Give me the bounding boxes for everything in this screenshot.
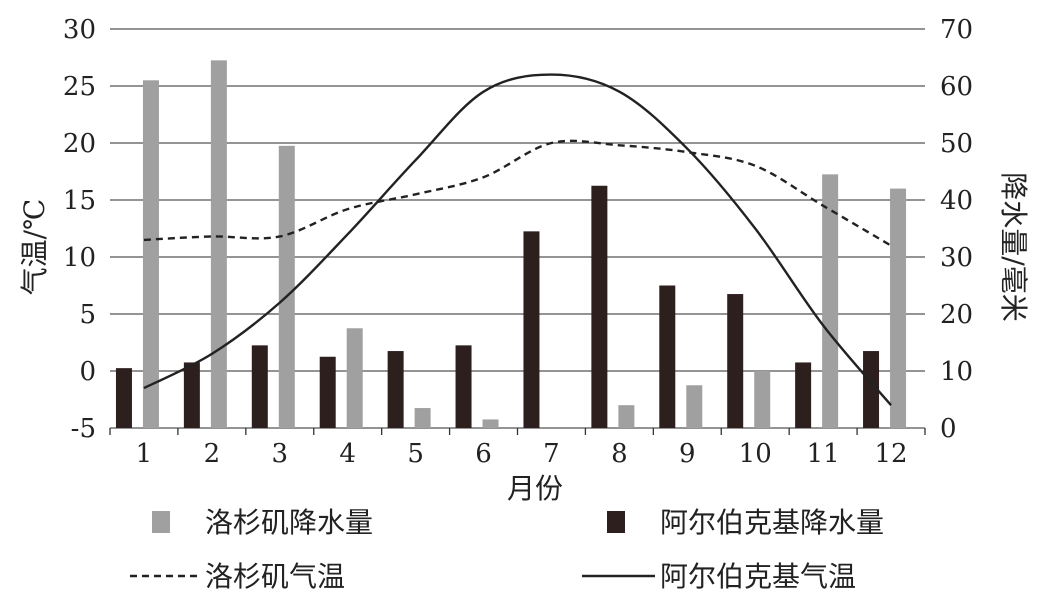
bar-la-precip [414,408,431,428]
x-tick-label: 7 [543,439,560,469]
left-tick-label: 0 [79,357,96,387]
x-tick-label: 6 [475,439,492,469]
right-tick-label: 40 [940,186,973,216]
gridlines [110,28,925,429]
left-axis-title: 气温/℃ [18,199,51,296]
x-tick-label: 4 [339,439,356,469]
bar-la-precip [278,145,295,428]
bar-albuquerque-precip [523,231,540,428]
x-axis-title: 月份 [507,472,563,505]
bar-la-precip [890,188,907,428]
x-tick-label: 8 [611,439,628,469]
right-tick-label: 0 [940,414,957,444]
line-la-temperature [143,139,892,247]
legend-label-la-precip: 洛杉矶降水量 [205,506,373,539]
left-tick-label: 20 [63,129,96,159]
right-tick-label: 60 [940,72,973,102]
legend: 洛杉矶降水量 阿尔伯克基降水量 洛杉矶气温 阿尔伯克基气温 [130,506,884,593]
temperature-lines [143,73,892,406]
left-tick-label: 15 [63,186,96,216]
x-tick-label: 12 [874,439,907,469]
bar-albuquerque-precip [863,351,880,428]
bar-albuquerque-precip [659,285,676,428]
x-tick-label: 5 [407,439,424,469]
bar-la-precip [142,80,159,429]
precipitation-bars [115,60,907,429]
bar-albuquerque-precip [727,294,744,428]
right-tick-label: 70 [940,15,973,45]
bar-la-precip [618,405,635,428]
legend-swatch-abq-precip [607,511,625,533]
bar-la-precip [686,385,703,428]
bar-albuquerque-precip [319,356,336,428]
bar-la-precip [482,419,499,428]
x-tick-label: 1 [136,439,153,469]
x-tick-label: 2 [204,439,221,469]
left-tick-label: -5 [71,414,96,444]
bar-albuquerque-precip [251,345,268,428]
left-tick-label: 25 [63,72,96,102]
x-tick-label: 11 [807,439,840,469]
right-axis-title: 降水量/毫米 [997,172,1030,321]
x-tick-label: 10 [739,439,772,469]
bar-la-precip [822,174,839,428]
bar-albuquerque-precip [591,185,608,428]
bar-albuquerque-precip [455,345,472,428]
bar-la-precip [346,328,363,428]
legend-swatch-la-precip [152,511,170,533]
right-tick-label: 30 [940,243,973,273]
line-albuquerque-temperature [143,73,892,406]
bar-la-precip [210,60,227,428]
right-tick-label: 50 [940,129,973,159]
bar-albuquerque-precip [115,368,132,428]
bar-la-precip [754,371,771,428]
bar-albuquerque-precip [183,362,200,428]
bar-albuquerque-precip [795,362,812,428]
x-tick-label: 3 [272,439,289,469]
legend-label-abq-temp: 阿尔伯克基气温 [660,560,856,593]
right-tick-label: 20 [940,300,973,330]
legend-label-la-temp: 洛杉矶气温 [205,560,345,593]
left-tick-label: 5 [79,300,96,330]
right-tick-label: 10 [940,357,973,387]
left-tick-label: 30 [63,15,96,45]
x-tick-label: 9 [679,439,696,469]
left-tick-label: 10 [63,243,96,273]
bar-albuquerque-precip [387,351,404,428]
legend-label-abq-precip: 阿尔伯克基降水量 [660,506,884,539]
